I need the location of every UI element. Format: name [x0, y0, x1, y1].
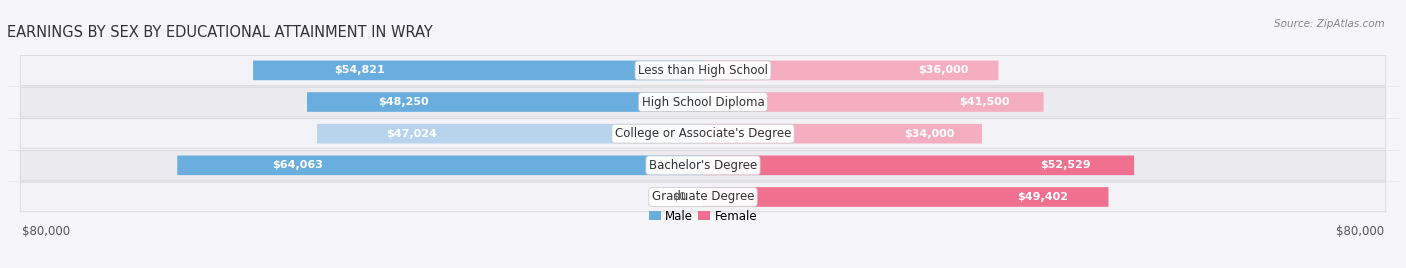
Text: Graduate Degree: Graduate Degree	[652, 191, 754, 203]
Text: High School Diploma: High School Diploma	[641, 95, 765, 109]
Legend: Male, Female: Male, Female	[644, 205, 762, 228]
Text: $49,402: $49,402	[1017, 192, 1069, 202]
Text: $0: $0	[672, 192, 686, 202]
Text: Less than High School: Less than High School	[638, 64, 768, 77]
Text: $52,529: $52,529	[1040, 160, 1091, 170]
FancyBboxPatch shape	[703, 155, 1135, 175]
Text: EARNINGS BY SEX BY EDUCATIONAL ATTAINMENT IN WRAY: EARNINGS BY SEX BY EDUCATIONAL ATTAINMEN…	[7, 25, 433, 40]
FancyBboxPatch shape	[20, 119, 1386, 148]
FancyBboxPatch shape	[20, 150, 1386, 180]
FancyBboxPatch shape	[703, 124, 981, 143]
Text: College or Associate's Degree: College or Associate's Degree	[614, 127, 792, 140]
Text: $36,000: $36,000	[918, 65, 969, 75]
Text: $41,500: $41,500	[959, 97, 1010, 107]
FancyBboxPatch shape	[307, 92, 703, 112]
FancyBboxPatch shape	[20, 55, 1386, 85]
FancyBboxPatch shape	[318, 124, 703, 143]
FancyBboxPatch shape	[703, 61, 998, 80]
FancyBboxPatch shape	[20, 87, 1386, 117]
Text: $34,000: $34,000	[904, 129, 955, 139]
FancyBboxPatch shape	[177, 155, 703, 175]
FancyBboxPatch shape	[20, 182, 1386, 212]
Text: Source: ZipAtlas.com: Source: ZipAtlas.com	[1274, 19, 1385, 29]
Text: $47,024: $47,024	[387, 129, 437, 139]
Text: $64,063: $64,063	[271, 160, 323, 170]
FancyBboxPatch shape	[253, 61, 703, 80]
FancyBboxPatch shape	[703, 187, 1108, 207]
FancyBboxPatch shape	[703, 92, 1043, 112]
Text: Bachelor's Degree: Bachelor's Degree	[650, 159, 756, 172]
Text: $48,250: $48,250	[378, 97, 429, 107]
Text: $54,821: $54,821	[335, 65, 385, 75]
